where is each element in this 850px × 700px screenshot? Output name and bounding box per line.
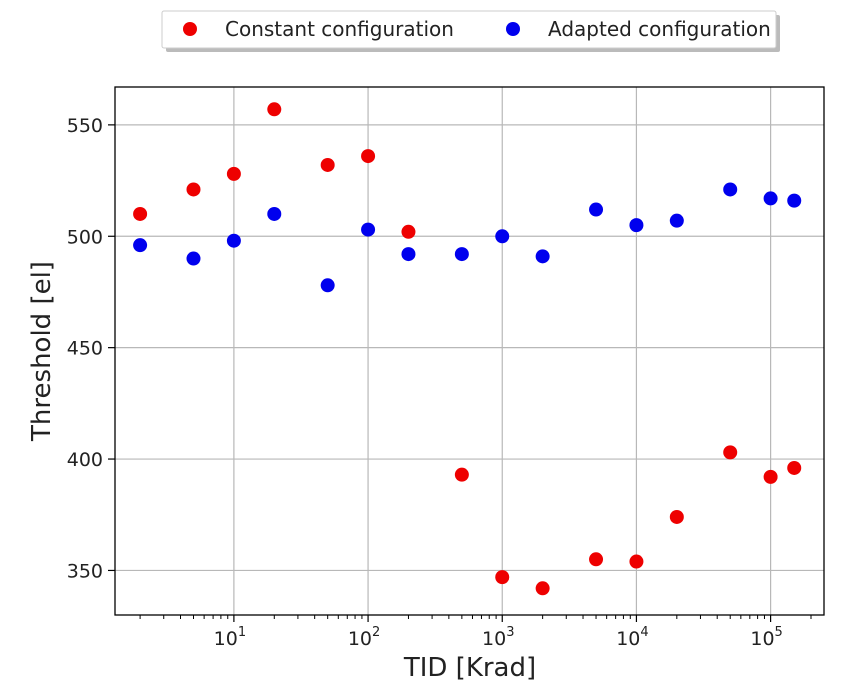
adapted-config-point xyxy=(454,247,469,262)
y-axis-ticks: 350 400 450 500 550 xyxy=(67,115,115,582)
plot-frame xyxy=(114,86,825,616)
constant-config-point xyxy=(535,581,550,596)
constant-config-point xyxy=(589,552,604,567)
x-axis-ticks: 101 102 103 104 105 xyxy=(139,615,812,650)
constant-config-point xyxy=(629,554,644,569)
legend-marker-constant xyxy=(183,22,197,36)
adapted-config-point xyxy=(763,191,778,206)
x-tick-label: 101 xyxy=(214,625,246,650)
constant-config-point xyxy=(401,224,416,239)
adapted-config-point xyxy=(495,229,510,244)
constant-config-point xyxy=(495,570,510,585)
adapted-config-point xyxy=(669,213,684,228)
legend-box xyxy=(161,10,777,49)
y-tick-label: 500 xyxy=(67,226,103,248)
y-axis-title: Threshold [el] xyxy=(27,261,57,442)
x-axis-title: TID [Krad] xyxy=(403,653,536,683)
legend: Constant configuration Adapted configura… xyxy=(161,10,780,52)
adapted-config-point xyxy=(629,218,644,233)
adapted-config-point xyxy=(361,222,376,237)
adapted-config-point xyxy=(787,193,802,208)
constant-config-point xyxy=(454,467,469,482)
legend-label-adapted: Adapted configuration xyxy=(548,17,771,41)
y-tick-label: 400 xyxy=(67,449,103,471)
x-tick-label: 103 xyxy=(482,625,514,650)
legend-marker-adapted xyxy=(506,22,520,36)
adapted-config-point xyxy=(226,233,241,248)
x-tick-label: 105 xyxy=(750,625,782,650)
y-tick-label: 450 xyxy=(67,338,103,360)
adapted-config-point xyxy=(723,182,738,197)
adapted-config-point xyxy=(401,247,416,262)
constant-config-point xyxy=(320,157,335,172)
constant-config-point xyxy=(133,206,148,221)
constant-config-point xyxy=(763,469,778,484)
constant-config-point xyxy=(226,166,241,181)
constant-config-point xyxy=(186,182,201,197)
constant-config-point xyxy=(669,509,684,524)
adapted-config-point xyxy=(186,251,201,266)
adapted-config-point xyxy=(320,278,335,293)
y-tick-label: 350 xyxy=(67,560,103,582)
data-points xyxy=(133,102,802,596)
constant-config-point xyxy=(723,445,738,460)
x-tick-label: 104 xyxy=(616,625,648,650)
y-tick-label: 550 xyxy=(67,115,103,137)
constant-config-point xyxy=(361,149,376,164)
legend-label-constant: Constant configuration xyxy=(225,17,454,41)
constant-config-point xyxy=(787,460,802,475)
adapted-config-point xyxy=(133,238,148,253)
x-tick-label: 102 xyxy=(348,625,380,650)
plot-area xyxy=(115,87,824,615)
adapted-config-point xyxy=(589,202,604,217)
adapted-config-point xyxy=(267,206,282,221)
adapted-config-point xyxy=(535,249,550,264)
constant-config-point xyxy=(267,102,282,117)
